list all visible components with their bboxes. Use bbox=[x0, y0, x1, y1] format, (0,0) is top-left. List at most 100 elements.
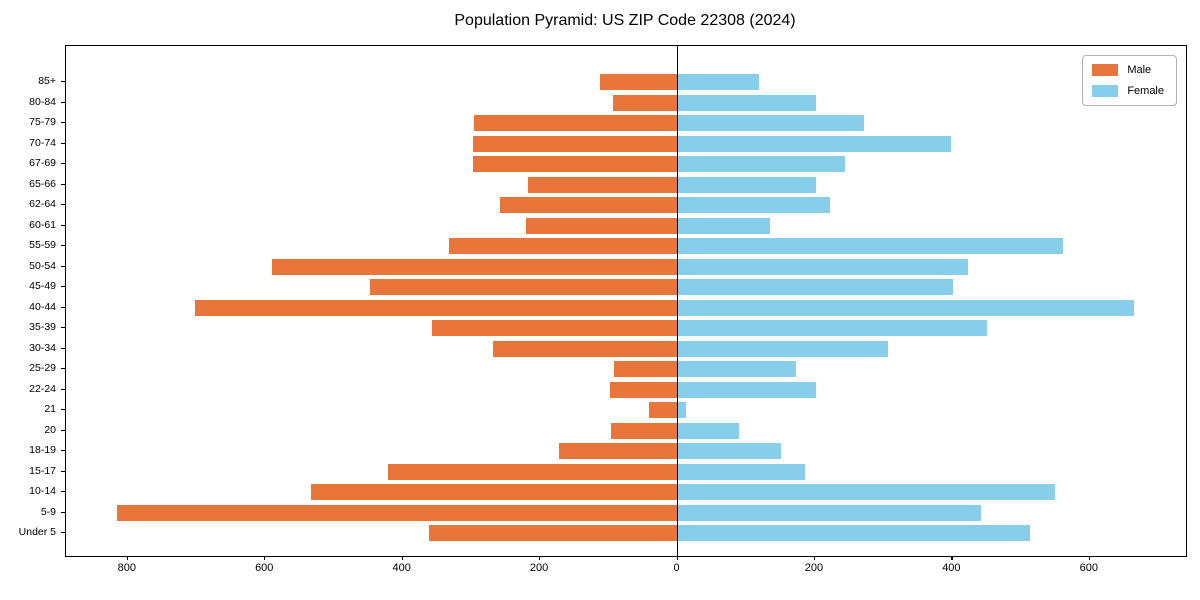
y-tick-mark bbox=[61, 142, 65, 144]
y-tick-label-22-24: 22-24 bbox=[29, 382, 56, 395]
bar-female-35-39 bbox=[677, 320, 988, 336]
bar-male-40-44 bbox=[195, 299, 678, 316]
y-tick-label-18-19: 18-19 bbox=[29, 444, 56, 456]
bar-female-18-19 bbox=[677, 443, 782, 459]
bar-female-60-61 bbox=[677, 217, 770, 234]
y-tick-mark bbox=[61, 306, 65, 308]
y-tick-label-40-44: 40-44 bbox=[29, 300, 56, 313]
bar-female-22-24 bbox=[677, 381, 816, 398]
bar-female-70-74 bbox=[677, 135, 951, 152]
bar-male-25-29 bbox=[613, 361, 678, 377]
x-tick-label-600: 600 bbox=[1079, 562, 1098, 574]
bar-female-30-34 bbox=[677, 340, 888, 357]
y-tick-mark bbox=[61, 327, 65, 329]
bar-male-18-19 bbox=[559, 443, 678, 459]
x-tick-mark bbox=[1088, 556, 1090, 560]
bar-female-85+ bbox=[677, 74, 759, 90]
zero-axis-line bbox=[676, 46, 679, 556]
male-color-swatch bbox=[1092, 64, 1119, 76]
x-tick-label-200: 200 bbox=[804, 562, 824, 574]
legend-label-female: Female bbox=[1127, 85, 1164, 97]
y-tick-mark bbox=[61, 265, 65, 267]
y-tick-mark bbox=[61, 450, 65, 452]
y-tick-mark bbox=[61, 183, 65, 185]
bar-male-15-17 bbox=[387, 463, 678, 480]
y-tick-label-35-39: 35-39 bbox=[29, 321, 56, 333]
bar-female-65-66 bbox=[677, 176, 816, 193]
bar-male-62-64 bbox=[500, 197, 678, 213]
y-tick-label-50-54: 50-54 bbox=[29, 259, 56, 272]
y-tick-mark bbox=[61, 429, 65, 431]
y-tick-mark bbox=[61, 532, 65, 534]
bar-male-20 bbox=[610, 422, 678, 439]
legend-label-male: Male bbox=[1127, 64, 1152, 76]
bar-male-10-14 bbox=[310, 484, 678, 500]
bar-male-30-34 bbox=[492, 340, 678, 357]
bar-male-50-54 bbox=[272, 258, 678, 275]
y-tick-label-10-14: 10-14 bbox=[29, 485, 56, 497]
y-tick-label-75-79: 75-79 bbox=[29, 116, 56, 128]
y-tick-label-55-59: 55-59 bbox=[29, 239, 56, 251]
bar-female-40-44 bbox=[677, 299, 1135, 316]
bar-male-67-69 bbox=[473, 156, 678, 172]
x-tick-label-600: 600 bbox=[255, 562, 274, 574]
bar-female-Under 5 bbox=[677, 525, 1031, 541]
bar-male-60-61 bbox=[526, 217, 678, 234]
y-tick-label-65-66: 65-66 bbox=[29, 177, 56, 190]
bar-female-80-84 bbox=[677, 94, 816, 111]
x-tick-mark bbox=[676, 556, 678, 560]
y-tick-label-45-49: 45-49 bbox=[29, 280, 56, 292]
bar-female-50-54 bbox=[677, 258, 969, 275]
y-tick-label-85+: 85+ bbox=[38, 75, 56, 87]
bar-female-62-64 bbox=[677, 197, 831, 213]
x-tick-label-400: 400 bbox=[942, 562, 961, 574]
bar-female-75-79 bbox=[677, 115, 864, 131]
y-tick-label-Under 5: Under 5 bbox=[18, 526, 56, 538]
y-tick-label-15-17: 15-17 bbox=[29, 464, 56, 477]
bar-male-75-79 bbox=[474, 115, 678, 131]
x-tick-mark bbox=[539, 556, 541, 560]
y-tick-mark bbox=[61, 470, 65, 472]
female-color-swatch bbox=[1092, 85, 1119, 97]
bar-male-45-49 bbox=[369, 279, 678, 295]
x-tick-mark bbox=[126, 556, 129, 560]
y-tick-mark bbox=[61, 409, 65, 411]
x-tick-label-200: 200 bbox=[529, 562, 549, 574]
x-tick-label-0: 0 bbox=[673, 562, 680, 574]
chart-title: Population Pyramid: US ZIP Code 22308 (2… bbox=[454, 12, 796, 29]
bar-male-22-24 bbox=[609, 381, 678, 398]
bar-male-21 bbox=[648, 402, 678, 418]
x-tick-label-800: 800 bbox=[117, 562, 136, 574]
bar-male-80-84 bbox=[612, 94, 678, 111]
bar-female-10-14 bbox=[677, 484, 1056, 500]
y-tick-label-30-34: 30-34 bbox=[29, 341, 56, 354]
bar-male-Under 5 bbox=[428, 525, 678, 541]
bar-female-25-29 bbox=[677, 361, 796, 377]
y-tick-mark bbox=[61, 81, 65, 83]
y-tick-label-60-61: 60-61 bbox=[29, 218, 56, 231]
y-tick-label-20: 20 bbox=[44, 423, 56, 436]
y-tick-mark bbox=[61, 245, 65, 247]
bar-male-85+ bbox=[599, 74, 678, 90]
y-tick-mark bbox=[61, 163, 65, 165]
y-tick-mark bbox=[61, 388, 65, 390]
bar-male-35-39 bbox=[431, 320, 678, 336]
bar-male-5-9 bbox=[116, 504, 678, 521]
x-tick-mark bbox=[951, 556, 953, 560]
bar-male-65-66 bbox=[527, 176, 678, 193]
y-tick-mark bbox=[61, 204, 65, 206]
x-tick-mark bbox=[401, 556, 403, 560]
x-tick-label-400: 400 bbox=[392, 562, 411, 574]
bar-female-21 bbox=[677, 402, 687, 418]
y-tick-label-5-9: 5-9 bbox=[40, 505, 56, 518]
y-tick-mark bbox=[61, 491, 65, 493]
y-tick-label-25-29: 25-29 bbox=[29, 362, 56, 374]
y-tick-mark bbox=[61, 511, 65, 513]
bar-female-5-9 bbox=[677, 504, 982, 521]
legend-entry-male: Male bbox=[1092, 64, 1164, 76]
y-tick-label-21: 21 bbox=[44, 403, 56, 415]
x-tick-mark bbox=[813, 556, 816, 560]
bar-female-20 bbox=[677, 422, 739, 439]
y-tick-mark bbox=[61, 224, 65, 226]
